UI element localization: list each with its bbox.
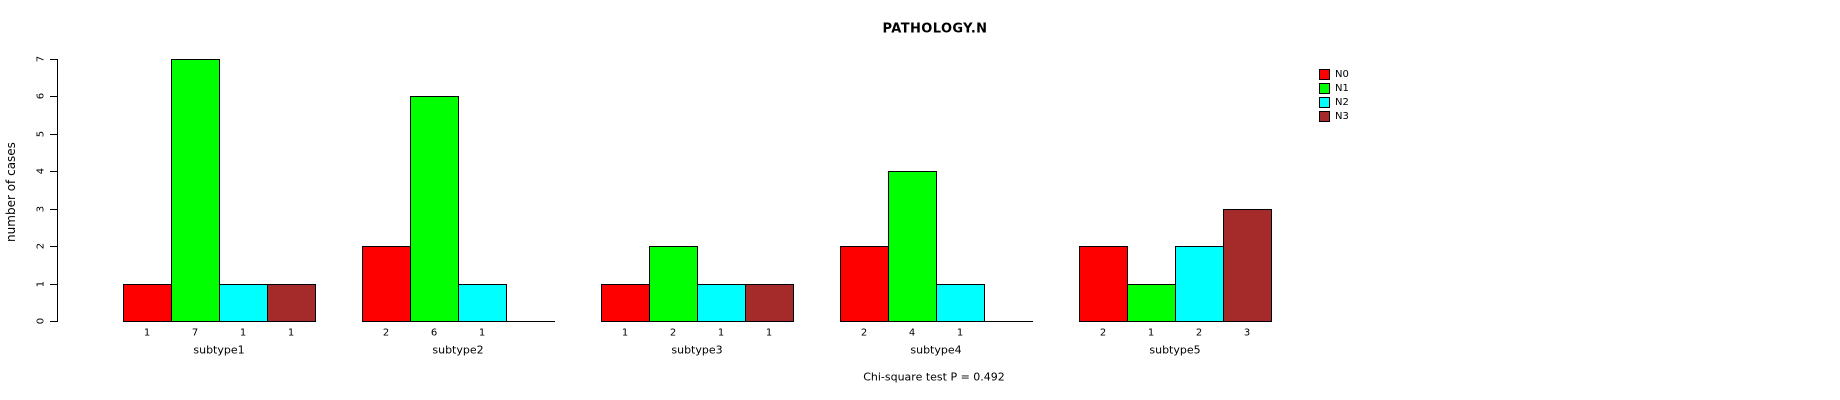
y-tick [50,209,57,210]
bar-n0-subtype1 [123,284,172,322]
legend-item-n3: N3 [1319,109,1349,123]
y-axis-title: number of cases [4,142,18,242]
y-tick [50,246,57,247]
y-tick-label: 1 [35,280,47,288]
bar-n3-subtype1 [267,284,316,322]
bar-value-label: 1 [717,327,725,339]
bar-n2-subtype4 [936,284,985,322]
y-axis-line [57,59,58,322]
category-label-subtype3: subtype3 [671,343,723,357]
y-tick [50,59,57,60]
legend-swatch-n2 [1319,96,1330,108]
y-tick-label: 7 [35,55,47,63]
legend-swatch-n0 [1319,68,1330,80]
y-tick [50,96,57,97]
bar-value-label: 1 [621,327,629,339]
y-tick-label: 0 [35,317,47,325]
category-label-subtype5: subtype5 [1149,343,1201,357]
category-label-subtype2: subtype2 [432,343,484,357]
bar-value-label: 4 [908,327,916,339]
legend-swatch-n3 [1319,110,1330,122]
bar-n0-subtype3 [601,284,650,322]
chart-title: PATHOLOGY.N [882,21,988,37]
footnote-chi-square: Chi-square test P = 0.492 [863,370,1005,384]
category-label-subtype1: subtype1 [193,343,245,357]
bar-value-label: 2 [1195,327,1203,339]
bar-value-label: 2 [382,327,390,339]
bar-n2-subtype5 [1175,246,1224,322]
bar-value-label: 1 [287,327,295,339]
bar-value-label: 6 [430,327,438,339]
bar-n1-subtype1 [171,59,220,322]
bar-value-label: 7 [191,327,199,339]
bar-value-label: 1 [765,327,773,339]
y-tick-label: 6 [35,92,47,100]
legend-label: N1 [1335,82,1349,94]
bar-n3-subtype5 [1223,209,1272,322]
legend-item-n0: N0 [1319,67,1349,81]
legend-label: N0 [1335,68,1349,80]
y-tick-label: 4 [35,167,47,175]
bar-n0-subtype5 [1079,246,1128,322]
bar-value-label: 3 [1243,327,1251,339]
y-tick [50,284,57,285]
bar-value-label: 2 [669,327,677,339]
y-tick [50,134,57,135]
bar-value-label: 1 [478,327,486,339]
bar-n2-subtype1 [219,284,268,322]
bar-n1-subtype2 [410,96,459,322]
bar-n1-subtype5 [1127,284,1176,322]
legend: N0 N1 N2 N3 [1319,67,1349,123]
bar-n3-subtype3 [745,284,794,322]
y-tick [50,171,57,172]
bar-value-label: 2 [860,327,868,339]
bar-value-label: 1 [956,327,964,339]
y-tick-label: 2 [35,242,47,250]
legend-label: N3 [1335,110,1349,122]
bar-n2-subtype3 [697,284,746,322]
bar-n0-subtype2 [362,246,411,322]
bar-value-label: 1 [239,327,247,339]
bar-value-label: 1 [143,327,151,339]
y-tick [50,321,57,322]
y-tick-label: 5 [35,130,47,138]
legend-item-n2: N2 [1319,95,1349,109]
bar-value-label: 2 [1099,327,1107,339]
bar-n0-subtype4 [840,246,889,322]
bar-value-label: 1 [1147,327,1155,339]
legend-label: N2 [1335,96,1349,108]
y-tick-label: 3 [35,205,47,213]
legend-swatch-n1 [1319,82,1330,94]
category-label-subtype4: subtype4 [910,343,962,357]
bar-n1-subtype3 [649,246,698,322]
bar-n2-subtype2 [458,284,507,322]
bar-n1-subtype4 [888,171,937,322]
legend-item-n1: N1 [1319,81,1349,95]
